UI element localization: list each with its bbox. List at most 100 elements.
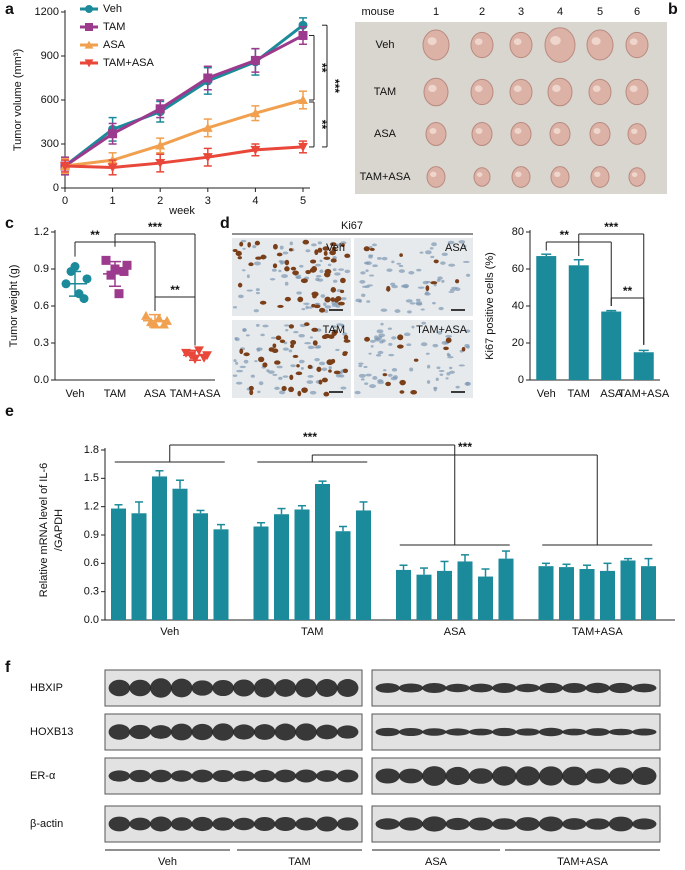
blot-row-label: ER-α	[30, 770, 56, 782]
nucleus-negative	[388, 342, 393, 346]
nucleus-negative	[253, 261, 261, 266]
legend-label: TAM+ASA	[103, 57, 155, 69]
tumor	[509, 78, 533, 106]
nucleus-negative	[386, 268, 393, 272]
nucleus-positive	[364, 336, 371, 342]
marker	[298, 95, 308, 105]
nucleus-negative	[398, 264, 404, 268]
error-bar	[542, 562, 550, 567]
nucleus-negative	[437, 276, 443, 280]
nucleus-negative	[419, 251, 424, 254]
blot-group-label: TAM	[288, 856, 310, 868]
tumor-highlight	[552, 84, 561, 92]
y-tick-label: 1.8	[84, 444, 99, 456]
blot-band	[212, 817, 234, 831]
nucleus-negative	[303, 302, 310, 305]
error-bar	[196, 509, 205, 514]
nucleus-negative	[252, 244, 257, 249]
significance-label: ***	[328, 79, 342, 93]
marker	[84, 40, 94, 49]
nucleus-negative	[363, 365, 368, 368]
blot-band	[191, 680, 214, 696]
bar	[498, 558, 514, 620]
bar	[568, 265, 589, 380]
blot-band	[632, 728, 657, 736]
panel-letter: d	[220, 215, 230, 232]
bar	[478, 576, 493, 620]
blot-band	[398, 768, 424, 784]
blot-band	[336, 769, 359, 783]
blot-row-label: HBXIP	[30, 682, 63, 694]
nucleus-negative	[344, 269, 351, 274]
x-tick-label: TAM	[104, 388, 126, 400]
error-bar	[461, 554, 469, 562]
nucleus-negative	[317, 241, 322, 245]
tumor	[627, 123, 647, 145]
nucleus-positive	[248, 385, 254, 391]
nucleus-positive	[333, 370, 341, 375]
error-bar	[481, 568, 490, 577]
error-bar	[399, 564, 408, 570]
nucleus-negative	[288, 349, 293, 353]
nucleus-positive	[314, 249, 319, 256]
nucleus-negative	[449, 370, 455, 374]
nucleus-negative	[365, 269, 369, 272]
tumor	[589, 122, 611, 146]
nucleus-positive	[399, 390, 405, 394]
blot-band	[422, 728, 447, 736]
nucleus-negative	[253, 309, 259, 313]
y-tick-label: 1.2	[84, 501, 99, 513]
nucleus-positive	[297, 390, 302, 397]
nucleus-negative	[315, 263, 321, 267]
blot-band	[562, 818, 587, 830]
x-tick-label: 2	[157, 195, 163, 207]
nucleus-negative	[240, 239, 247, 243]
error-bar	[318, 480, 327, 484]
tumor-highlight	[428, 84, 437, 92]
blot-band	[375, 727, 400, 737]
nucleus-negative	[408, 271, 415, 275]
y-axis-label: /GAPDH	[53, 509, 65, 551]
nucleus-negative	[390, 376, 398, 381]
nucleus-negative	[258, 381, 264, 386]
marker	[114, 289, 124, 299]
nucleus-negative	[359, 280, 366, 284]
nucleus-negative	[406, 343, 412, 347]
nucleus-negative	[311, 243, 317, 247]
nucleus-negative	[332, 325, 337, 329]
nucleus-negative	[458, 364, 466, 367]
nucleus-negative	[255, 291, 260, 295]
blot-band	[108, 816, 131, 832]
nucleus-negative	[394, 309, 401, 314]
nucleus-positive	[310, 259, 317, 264]
tumor	[590, 166, 610, 188]
nucleus-negative	[455, 385, 460, 389]
nucleus-negative	[235, 361, 239, 365]
y-tick-label: 1.5	[84, 472, 99, 484]
nucleus-negative	[441, 340, 448, 345]
nucleus-positive	[311, 292, 318, 296]
blot-band	[375, 683, 400, 693]
nucleus-negative	[305, 249, 311, 253]
nucleus-negative	[314, 357, 320, 362]
nucleus-positive	[243, 352, 250, 357]
bar	[213, 529, 229, 620]
bar	[274, 514, 289, 620]
nucleus-positive	[284, 296, 291, 302]
tumor-highlight	[629, 85, 638, 92]
error-bar	[502, 550, 510, 559]
nucleus-negative	[340, 297, 347, 301]
significance-label: **	[315, 120, 329, 130]
nucleus-negative	[387, 327, 392, 330]
nucleus-negative	[433, 283, 437, 287]
significance-label: **	[560, 228, 570, 242]
nucleus-positive	[340, 243, 345, 247]
nucleus-positive	[247, 242, 251, 248]
blot-band	[585, 818, 610, 830]
nucleus-negative	[290, 364, 296, 368]
nucleus-negative	[372, 243, 377, 247]
blot-band	[445, 817, 470, 831]
error-bar	[217, 523, 225, 530]
nucleus-negative	[255, 288, 260, 292]
nucleus-negative	[396, 262, 402, 265]
